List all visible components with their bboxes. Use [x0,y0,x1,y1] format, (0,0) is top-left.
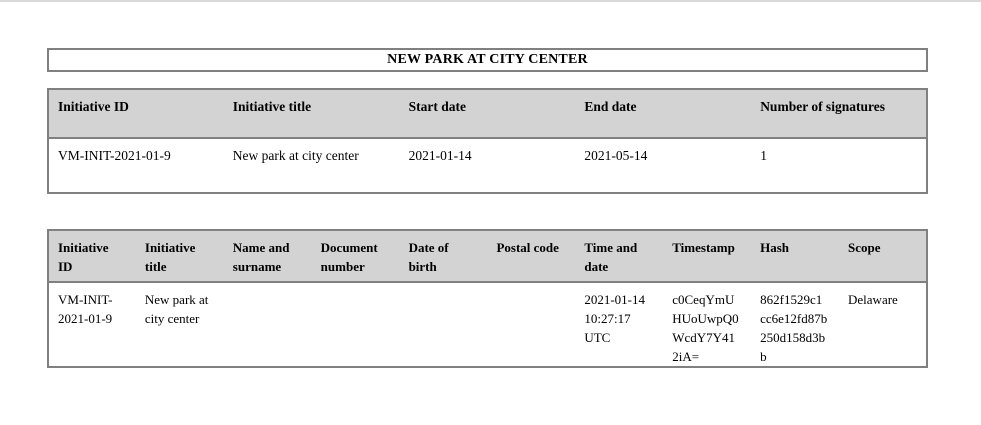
summary-cell-start-date: 2021-01-14 [408,148,472,163]
signatures-header-hash: Hash [751,230,840,283]
signatures-cell-date-of-birth [400,282,488,367]
signatures-header-postal-code: Postal code [487,230,576,283]
signatures-cell-scope: Delaware [848,292,898,307]
signatures-header-timestamp: Timestamp [663,230,752,283]
signatures-cell-timestamp: c0CeqYmU HUoUwpQ0 WcdY7Y41 2iA= [672,292,739,364]
signatures-cell-initiative-title: New park at city center [144,292,209,326]
signatures-header-date-of-birth: Date of birth [399,230,488,283]
summary-cell-initiative-id: VM-INIT-2021-01-9 [58,148,171,163]
signatures-cell-name-and-surname [224,282,312,367]
summary-header-row: Initiative ID Initiative title Start dat… [48,89,927,139]
signatures-header-name-and-surname: Name and surname [223,230,312,283]
summary-cell-number-of-signatures: 1 [760,148,767,163]
summary-data-row: VM-INIT-2021-01-9 New park at city cente… [48,138,927,193]
signatures-header-document-number: Document number [311,230,400,283]
signatures-detail-table: Initiative ID Initiative title Name and … [47,229,928,368]
summary-header-end-date: End date [575,89,752,139]
summary-header-initiative-id: Initiative ID [48,89,224,139]
summary-cell-initiative-title: New park at city center [232,148,359,163]
summary-cell-end-date: 2021-05-14 [584,148,648,163]
summary-header-number-of-signatures: Number of signatures [751,89,927,139]
signatures-cell-document-number [312,282,400,367]
signatures-header-initiative-title: Initiative title [135,230,224,283]
signatures-header-initiative-id: Initiative ID [48,230,136,283]
signatures-cell-hash: 862f1529c1 cc6e12fd87b 250d158d3b b [760,292,828,364]
signatures-header-row: Initiative ID Initiative title Name and … [48,230,927,283]
page-top-divider [0,0,981,2]
page-title: NEW PARK AT CITY CENTER [387,52,588,67]
summary-header-start-date: Start date [399,89,576,139]
signatures-header-time-and-date: Time and date [575,230,664,283]
signatures-data-row: VM-INIT- 2021-01-9 New park at city cent… [48,282,927,367]
signatures-cell-postal-code [487,282,575,367]
signatures-cell-time-and-date: 2021-01-14 10:27:17 UTC [584,292,646,345]
summary-header-initiative-title: Initiative title [223,89,400,139]
title-box: NEW PARK AT CITY CENTER [47,48,928,72]
signatures-cell-initiative-id: VM-INIT- 2021-01-9 [58,292,113,326]
signatures-header-scope: Scope [839,230,927,283]
initiative-summary-table: Initiative ID Initiative title Start dat… [47,88,928,194]
